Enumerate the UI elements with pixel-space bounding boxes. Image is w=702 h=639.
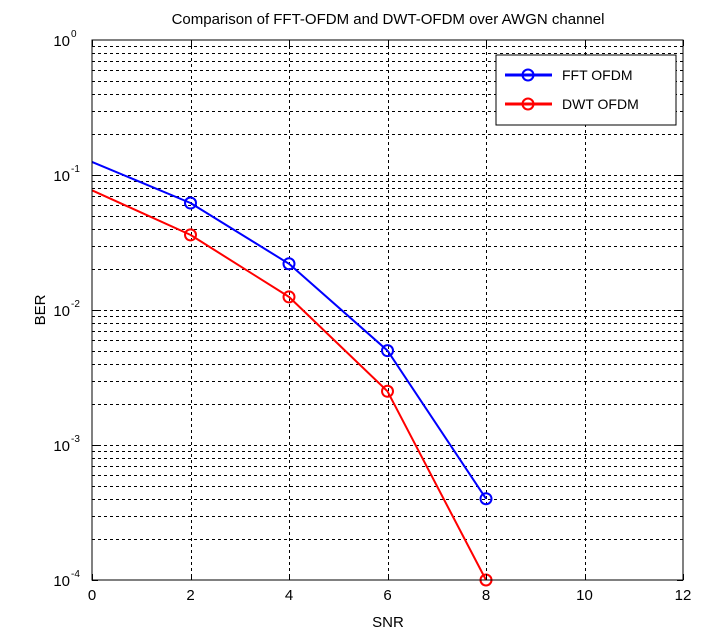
legend-label: DWT OFDM — [562, 96, 639, 112]
legend-box — [495, 54, 677, 126]
data-point-marker — [184, 196, 197, 210]
x-tick-label: 12 — [675, 587, 692, 604]
y-tick-label-exponent: 0 — [71, 29, 77, 40]
y-tick-label: 10 -1 — [53, 164, 80, 185]
chart-title: Comparison of FFT-OFDM and DWT-OFDM over… — [172, 11, 605, 28]
y-tick-label: 10 -3 — [53, 434, 80, 455]
x-tick-labels: 0 2 4 6 8 10 12 — [88, 587, 692, 604]
series-line — [91, 160, 487, 500]
data-point-marker — [282, 257, 296, 271]
x-tick-label: 6 — [383, 587, 391, 604]
data-point-marker — [282, 290, 296, 304]
x-tick-label: 0 — [88, 587, 96, 604]
data-point-marker — [381, 344, 394, 358]
y-tick-label-exponent: -2 — [71, 299, 80, 310]
series-line — [91, 189, 487, 581]
legend-marker — [521, 97, 535, 111]
y-tick-label: 10 -2 — [53, 299, 80, 320]
axis-ticks — [92, 40, 684, 581]
y-tick-label-base: 10 — [53, 168, 70, 185]
y-tick-label-base: 10 — [53, 438, 70, 455]
y-axis-label: BER — [32, 294, 49, 325]
series-layer — [91, 160, 493, 587]
x-axis-label: SNR — [372, 614, 404, 631]
y-tick-label-base: 10 — [53, 303, 70, 320]
data-point-marker — [479, 492, 493, 506]
legend-marker — [521, 68, 535, 82]
y-tick-label: 10 0 — [53, 29, 77, 50]
data-point-marker — [381, 384, 394, 398]
series-dwt-ofdm — [91, 189, 493, 587]
data-point-marker — [184, 228, 197, 242]
y-tick-label-base: 10 — [53, 33, 70, 50]
y-tick-label-exponent: -1 — [71, 164, 80, 175]
series-fft-ofdm — [91, 160, 493, 506]
x-tick-label: 8 — [482, 587, 490, 604]
y-tick-label-exponent: -4 — [71, 569, 80, 580]
legend-label: FFT OFDM — [562, 67, 633, 83]
y-tick-label-exponent: -3 — [71, 434, 80, 445]
y-tick-label-base: 10 — [53, 573, 70, 590]
x-tick-label: 2 — [186, 587, 194, 604]
x-tick-label: 4 — [285, 587, 293, 604]
x-tick-label: 10 — [576, 587, 593, 604]
legend: FFT OFDM DWT OFDM — [495, 54, 677, 126]
y-tick-label: 10 -4 — [53, 569, 80, 590]
